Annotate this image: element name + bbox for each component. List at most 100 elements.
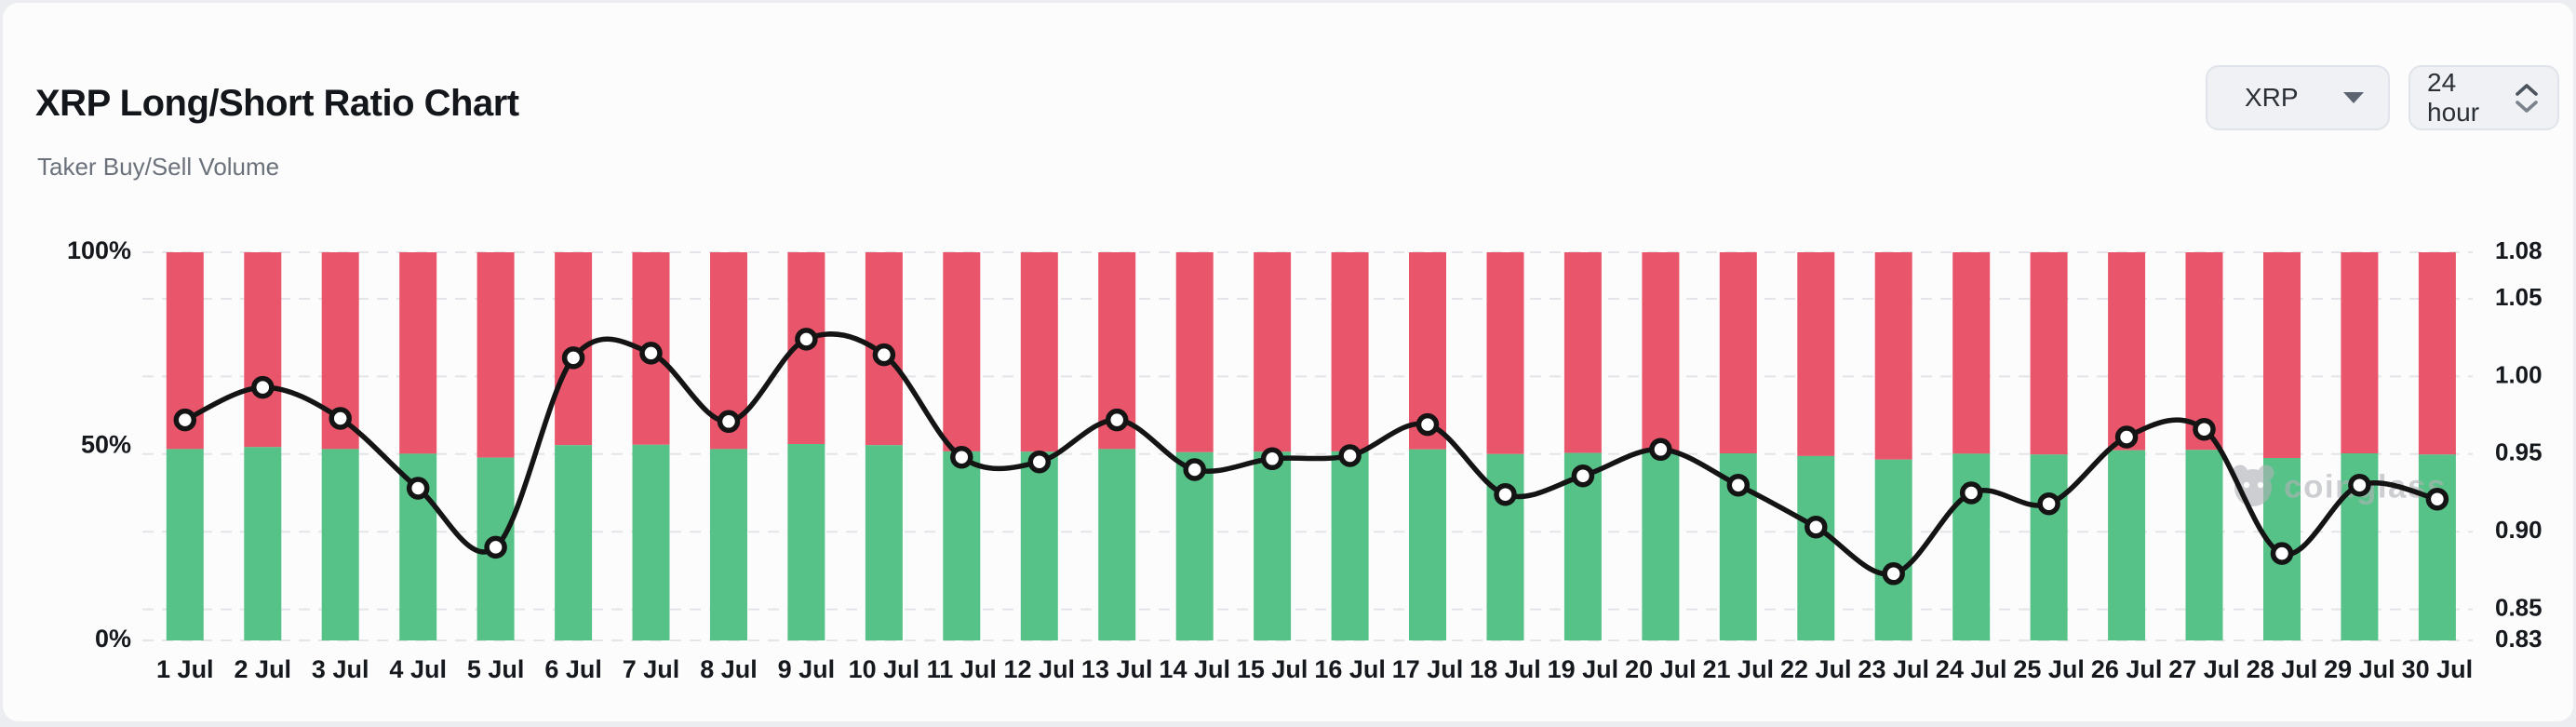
ratio-point[interactable]	[1649, 438, 1672, 462]
bar-buy-volume[interactable]	[1331, 451, 1369, 640]
right-axis-label: 0.90	[2495, 516, 2542, 544]
interval-select-value: 24 hour	[2427, 68, 2480, 127]
x-axis-label: 16 Jul	[1314, 655, 1386, 683]
bar-buy-volume[interactable]	[1020, 451, 1058, 640]
bar-sell-volume[interactable]	[1642, 252, 1680, 451]
ratio-point[interactable]	[1959, 481, 1983, 505]
x-axis-label: 2 Jul	[235, 655, 292, 683]
bar-sell-volume[interactable]	[2418, 252, 2456, 455]
bar-buy-volume[interactable]	[2030, 454, 2068, 640]
bar-sell-volume[interactable]	[1563, 252, 1602, 453]
bar-sell-volume[interactable]	[1874, 252, 1912, 460]
ratio-point[interactable]	[329, 407, 352, 430]
bar-buy-volume[interactable]	[321, 449, 359, 640]
bar-buy-volume[interactable]	[1874, 459, 1912, 640]
ratio-point[interactable]	[1260, 447, 1284, 471]
bar-buy-volume[interactable]	[2108, 450, 2146, 640]
x-axis-label: 8 Jul	[700, 655, 758, 683]
x-axis-label: 25 Jul	[2013, 655, 2085, 683]
bar-sell-volume[interactable]	[244, 252, 282, 448]
ratio-point[interactable]	[1338, 444, 1362, 467]
bar-sell-volume[interactable]	[943, 252, 981, 451]
ratio-point[interactable]	[561, 346, 585, 370]
ratio-point[interactable]	[795, 328, 818, 351]
bar-buy-volume[interactable]	[1254, 451, 1292, 640]
bar-sell-volume[interactable]	[1952, 252, 1991, 454]
bar-sell-volume[interactable]	[1486, 252, 1524, 454]
ratio-point[interactable]	[251, 375, 275, 399]
bar-sell-volume[interactable]	[2341, 252, 2379, 453]
bar-sell-volume[interactable]	[1331, 252, 1369, 451]
right-axis: 1.08 1.05 1.00 0.95 0.90 0.85 0.83	[2495, 236, 2542, 653]
ratio-point[interactable]	[1726, 473, 1751, 497]
ratio-point[interactable]	[2270, 542, 2294, 565]
chevron-down-icon	[2343, 92, 2364, 103]
x-axis-label: 24 Jul	[1936, 655, 2007, 683]
x-axis-label: 5 Jul	[467, 655, 525, 683]
ratio-point[interactable]	[484, 535, 507, 559]
bar-buy-volume[interactable]	[1797, 455, 1835, 640]
bar-sell-volume[interactable]	[399, 252, 437, 454]
ratio-point[interactable]	[639, 342, 663, 365]
bar-buy-volume[interactable]	[865, 445, 903, 640]
ratio-point[interactable]	[2193, 417, 2216, 441]
bar-buy-volume[interactable]	[1175, 451, 1214, 640]
ratio-point[interactable]	[173, 408, 197, 432]
x-axis-label: 19 Jul	[1548, 655, 1619, 683]
ratio-point[interactable]	[1027, 450, 1052, 474]
ratio-point[interactable]	[1805, 515, 1828, 539]
x-axis-label: 27 Jul	[2168, 655, 2240, 683]
ratio-point[interactable]	[1494, 482, 1517, 506]
ratio-point[interactable]	[406, 477, 430, 500]
interval-select[interactable]: 24 hour	[2408, 65, 2559, 130]
bar-sell-volume[interactable]	[1175, 252, 1214, 452]
ratio-point[interactable]	[1183, 458, 1206, 481]
ratio-point[interactable]	[1571, 464, 1595, 488]
ratio-point[interactable]	[2037, 491, 2060, 516]
x-axis-label: 20 Jul	[1625, 655, 1697, 683]
ratio-point[interactable]	[2348, 473, 2371, 497]
ratio-point[interactable]	[872, 343, 896, 367]
bar-buy-volume[interactable]	[632, 444, 670, 640]
x-axis-label: 22 Jul	[1780, 655, 1852, 683]
x-axis-label: 23 Jul	[1858, 655, 1929, 683]
bar-sell-volume[interactable]	[476, 252, 515, 458]
ratio-line	[182, 331, 2440, 577]
ratio-point[interactable]	[2425, 487, 2449, 511]
bar-buy-volume[interactable]	[555, 445, 593, 640]
ratio-point[interactable]	[717, 410, 741, 434]
ratio-point[interactable]	[2114, 425, 2139, 449]
bar-buy-volume[interactable]	[1098, 449, 1136, 640]
bar-sell-volume[interactable]	[1719, 252, 1757, 453]
x-axis-label: 17 Jul	[1392, 655, 1464, 683]
bar-buy-volume[interactable]	[1409, 449, 1446, 640]
bar-buy-volume[interactable]	[710, 449, 747, 640]
symbol-select-value: XRP	[2245, 83, 2299, 112]
ratio-point[interactable]	[1415, 412, 1440, 437]
chevron-up-down-icon	[2515, 83, 2539, 113]
symbol-select[interactable]: XRP	[2206, 65, 2390, 130]
ratio-point[interactable]	[1882, 562, 1905, 586]
bar-buy-volume[interactable]	[1486, 453, 1524, 640]
bar-sell-volume[interactable]	[1254, 252, 1292, 452]
bar-buy-volume[interactable]	[943, 451, 981, 640]
bar-sell-volume[interactable]	[2030, 252, 2068, 455]
bar-buy-volume[interactable]	[1642, 451, 1680, 641]
bar-buy-volume[interactable]	[2418, 454, 2456, 640]
long-short-ratio-chart: 100% 50% 0% 1.08 1.05 1.00 0.95 0.90 0.85 0.83 1 J…	[67, 236, 2542, 683]
right-axis-label: 1.05	[2495, 283, 2542, 311]
bar-buy-volume[interactable]	[244, 447, 282, 640]
ratio-point[interactable]	[1105, 408, 1129, 432]
bar-buy-volume[interactable]	[166, 449, 204, 640]
bar-sell-volume[interactable]	[1797, 252, 1835, 456]
bar-buy-volume[interactable]	[787, 444, 825, 640]
bar-sell-volume[interactable]	[1020, 252, 1058, 452]
bar-buy-volume[interactable]	[2185, 450, 2223, 640]
ratio-point[interactable]	[950, 445, 973, 469]
bar-sell-volume[interactable]	[2185, 252, 2223, 451]
left-axis-label: 50%	[81, 431, 131, 459]
bar-sell-volume[interactable]	[2108, 252, 2146, 451]
x-axis-label: 15 Jul	[1237, 655, 1308, 683]
x-axis-label: 18 Jul	[1469, 655, 1541, 683]
bar-sell-volume[interactable]	[2263, 252, 2301, 458]
